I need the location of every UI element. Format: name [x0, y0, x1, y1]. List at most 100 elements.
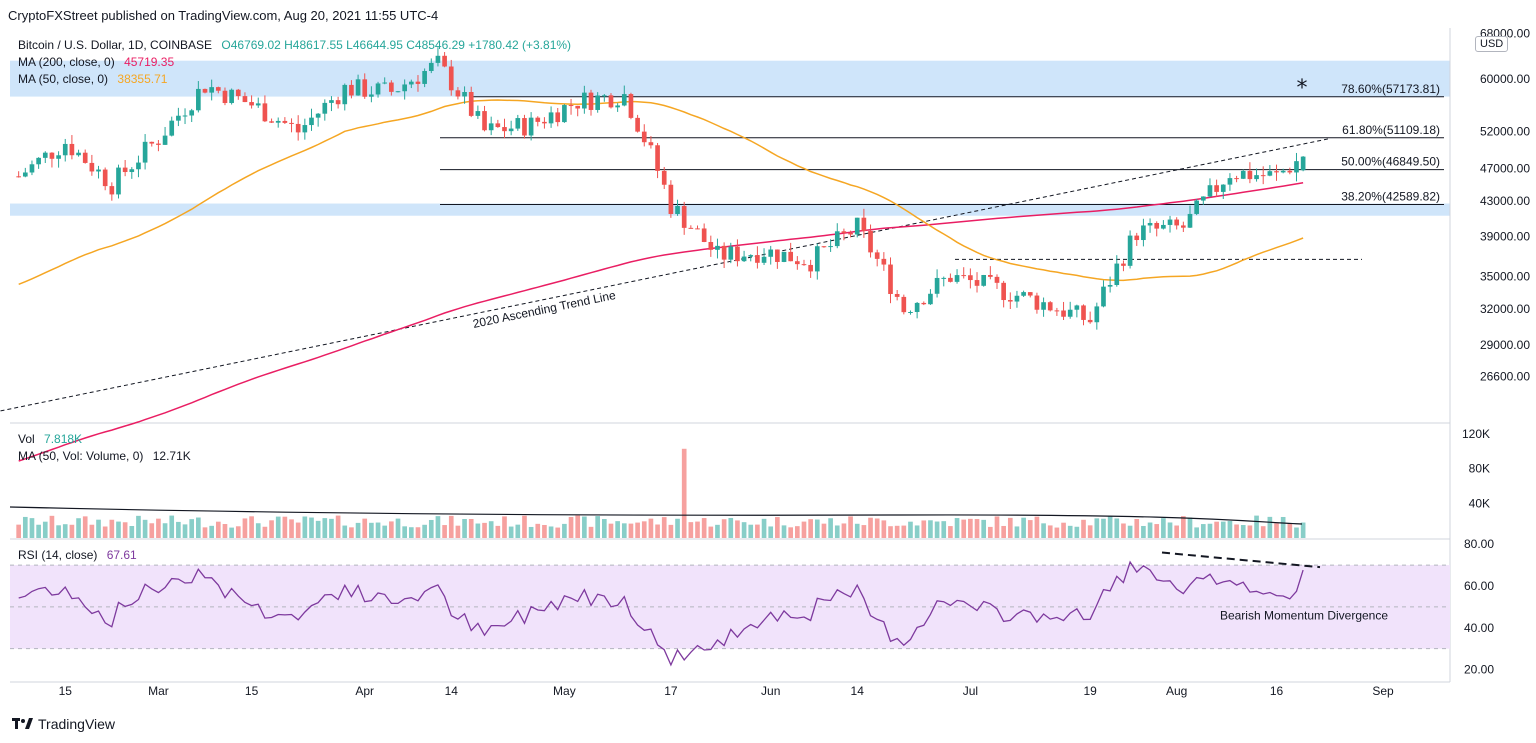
volume-bar — [681, 448, 687, 538]
price-tick-4: 43000.00 — [1480, 194, 1530, 208]
ma200-legend[interactable]: MA (200, close, 0) 45719.35 — [18, 55, 174, 69]
rsi-legend[interactable]: RSI (14, close) 67.61 — [18, 548, 137, 562]
volume-bar — [389, 521, 394, 538]
price-tick-2: 52000.00 — [1480, 124, 1530, 138]
candle-body — [542, 121, 547, 124]
volume-legend[interactable]: Vol 7.818K — [18, 432, 82, 446]
volume-bar — [335, 515, 341, 538]
volume-bar — [548, 526, 554, 538]
volume-bar — [229, 527, 234, 538]
candle-body — [1027, 292, 1033, 296]
rsi-label: RSI (14, close) — [18, 548, 98, 562]
candle-body — [868, 230, 873, 253]
volume-bar — [62, 524, 68, 538]
time-tick-13: Sep — [1372, 684, 1394, 698]
volume-bar — [302, 516, 308, 538]
candle-body — [635, 117, 640, 132]
candle-body — [628, 94, 634, 118]
divergence-line — [1161, 551, 1321, 569]
volume-bar — [814, 519, 820, 538]
volume-bar — [921, 520, 927, 538]
volume-bar — [1067, 525, 1073, 538]
ma50-label: MA (50, close, 0) — [18, 72, 109, 86]
volume-bar — [315, 520, 321, 538]
volume-bar — [868, 517, 873, 538]
volume-bar — [295, 522, 301, 538]
volume-bar — [56, 525, 61, 538]
tradingview-brand[interactable]: TradingView — [12, 716, 115, 732]
volume-bar — [1227, 521, 1233, 538]
volume-bar — [968, 518, 973, 538]
candle-body — [468, 92, 474, 116]
candle-body — [615, 105, 620, 108]
volume-bar — [535, 523, 541, 538]
volume-bar — [16, 524, 21, 538]
volume-bar — [82, 516, 88, 538]
volume-bar — [249, 516, 254, 538]
candle-body — [315, 113, 321, 118]
volume-bar — [595, 516, 600, 538]
volume-bar — [235, 526, 241, 538]
candle-body — [921, 302, 927, 305]
candle-body — [755, 255, 760, 263]
volume-bar — [775, 517, 780, 538]
time-axis: 15 Mar 15 Apr 14 May 17 Jun 14 Jul 19 Aug 16 Sep — [59, 684, 1394, 698]
candle-body — [1254, 175, 1259, 180]
fib-label-2: 50.00%(46849.50) — [1341, 155, 1440, 169]
candle-body — [76, 152, 81, 156]
candle-body — [934, 277, 940, 294]
candle-body — [595, 95, 600, 110]
currency-badge[interactable]: USD — [1475, 36, 1509, 52]
candle-body — [988, 274, 993, 277]
volume-bar — [182, 524, 188, 538]
ma50-legend[interactable]: MA (50, close, 0) 38355.71 — [18, 72, 167, 86]
candle-body — [881, 258, 887, 265]
volume-bar — [415, 527, 421, 538]
candle-body — [1280, 170, 1286, 173]
volume-ma-label: MA (50, Vol: Volume, 0) — [18, 449, 144, 463]
candle-body — [1134, 235, 1140, 241]
candle-body — [202, 88, 208, 93]
volume-bar — [701, 518, 707, 538]
candle-body — [781, 251, 787, 262]
candle-body — [1214, 185, 1219, 192]
volume-bar — [1167, 522, 1173, 538]
volume-bar — [1234, 524, 1239, 538]
candle-body — [1267, 171, 1273, 176]
ma200-path — [18, 182, 1304, 462]
volume-ma-value: 12.71K — [152, 449, 191, 463]
candle-body — [681, 205, 687, 228]
volume-bar — [495, 525, 501, 538]
volume-ma-legend[interactable]: MA (50, Vol: Volume, 0) 12.71K — [18, 449, 191, 463]
volume-bar — [628, 523, 634, 538]
candle-body — [136, 162, 141, 170]
candle-body — [768, 249, 774, 257]
candle-body — [728, 246, 734, 260]
volume-bar — [222, 524, 228, 538]
ma200-label: MA (200, close, 0) — [18, 55, 115, 69]
volume-bar — [601, 519, 607, 538]
candle-body — [795, 261, 800, 265]
candle-body — [142, 141, 148, 163]
volume-ma-path — [9, 506, 1303, 525]
volume-bar — [149, 523, 155, 538]
trend-line — [0, 138, 1330, 412]
candle-body — [948, 277, 953, 282]
candle-body — [994, 276, 1000, 283]
volume-bar — [102, 526, 108, 538]
time-tick-0: 15 — [59, 684, 73, 698]
volume-bar — [116, 521, 121, 538]
volume-bar — [209, 525, 214, 538]
candle-body — [1287, 170, 1293, 173]
volume-bar — [981, 519, 987, 538]
volume-bar — [36, 524, 41, 538]
volume-bar — [1194, 527, 1199, 538]
volume-bar — [1260, 526, 1266, 538]
ma200-line — [18, 182, 1304, 462]
candle-body — [1260, 175, 1266, 177]
candle-body — [1034, 295, 1040, 310]
candle-body — [295, 123, 301, 133]
time-tick-2: 15 — [245, 684, 259, 698]
volume-bar — [42, 521, 48, 538]
